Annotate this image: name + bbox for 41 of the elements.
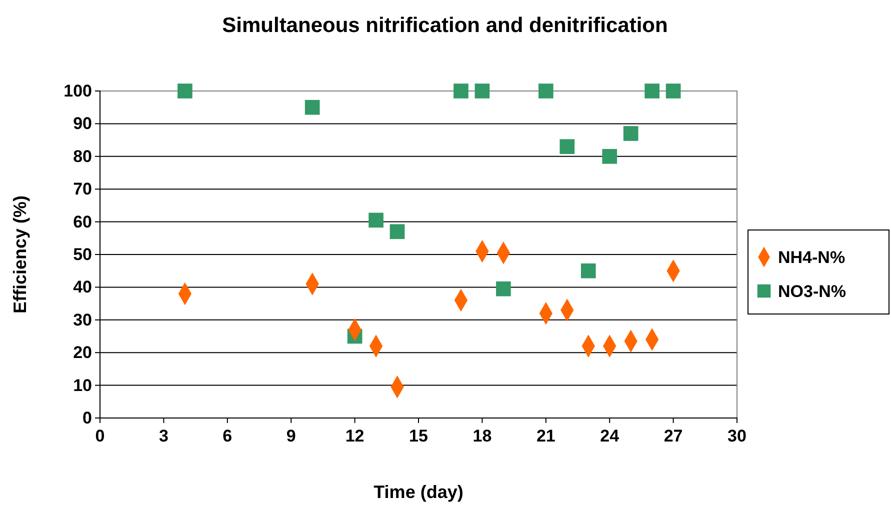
- y-tick-label: 70: [73, 180, 92, 199]
- x-axis-title: Time (day): [374, 482, 464, 502]
- y-tick-label: 90: [73, 114, 92, 134]
- x-tick-label: 6: [222, 426, 232, 446]
- y-tick-label: 0: [82, 408, 92, 428]
- y-tick-label: 30: [73, 310, 92, 330]
- x-tick-label: 0: [95, 426, 105, 446]
- point: [474, 84, 490, 98]
- y-tick-label: 50: [73, 244, 92, 264]
- x-tick-label: 30: [728, 426, 746, 446]
- x-tick-label: 3: [158, 426, 168, 446]
- y-tick-label: 80: [73, 146, 92, 166]
- point: [304, 100, 320, 115]
- y-tick-label: 60: [73, 212, 92, 232]
- x-tick-label: 27: [664, 426, 683, 446]
- point: [368, 212, 384, 228]
- x-tick-label: 15: [409, 426, 428, 446]
- y-tick-label: 100: [64, 81, 92, 100]
- chart-title: Simultaneous nitrification and denitrification: [222, 14, 668, 37]
- x-tick-label: 9: [286, 426, 296, 446]
- y-tick-label: 40: [73, 278, 92, 297]
- point: [390, 224, 405, 240]
- point: [580, 263, 596, 278]
- x-tick-label: 18: [472, 426, 492, 446]
- point: [538, 84, 554, 98]
- y-axis-title: Efficiency (%): [10, 195, 30, 314]
- y-tick-label: 20: [73, 343, 92, 362]
- point: [178, 84, 192, 98]
- point: [644, 84, 660, 98]
- point: [666, 84, 681, 98]
- y-tick-label: 10: [73, 376, 92, 395]
- legend-label: NO3-N%: [778, 282, 846, 301]
- point: [623, 126, 638, 141]
- x-tick-label: 21: [536, 426, 556, 446]
- point: [496, 281, 511, 296]
- point: [560, 139, 575, 154]
- x-tick-label: 12: [345, 426, 364, 446]
- point: [602, 148, 618, 164]
- x-tick-label: 24: [600, 426, 620, 446]
- point: [454, 84, 468, 98]
- legend-label: NH4-N%: [778, 248, 846, 267]
